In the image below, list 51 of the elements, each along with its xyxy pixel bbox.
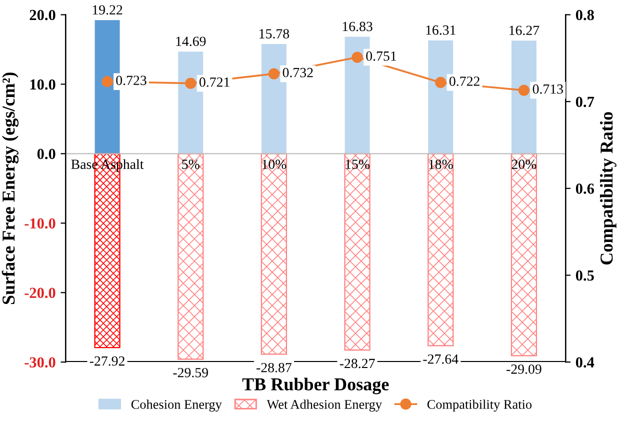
data-label: 16.31: [426, 25, 456, 35]
point: [435, 76, 446, 88]
point: [102, 76, 113, 88]
data-label: -29.09: [506, 364, 542, 374]
bar: [428, 153, 454, 346]
data-label: 16.27: [510, 26, 540, 36]
y-tick-label: -30.0: [24, 357, 56, 368]
point: [268, 68, 280, 80]
y-tick-label: 20.0: [30, 10, 56, 20]
y2-tick-label: 0.8: [576, 10, 594, 20]
bar: [510, 153, 538, 356]
x-tick-label: 18%: [429, 160, 453, 170]
data-label: 19.22: [92, 5, 122, 15]
data-label: 0.713: [532, 84, 563, 94]
y2-tick-label: 0.5: [576, 270, 594, 281]
data-label: 0.751: [366, 51, 396, 61]
data-label: -27.64: [423, 354, 458, 364]
data-label: 15.78: [260, 29, 290, 39]
data-label: 0.722: [449, 76, 480, 86]
x-tick-label: 20%: [512, 160, 536, 170]
x-tick-label: 15%: [346, 160, 370, 170]
legend-label: Compatibility Ratio: [427, 400, 532, 412]
data-label: 0.723: [116, 76, 146, 86]
data-label: 16.83: [342, 22, 372, 32]
y-axis-title: Surface Free Energy (egs/cm²): [2, 72, 19, 304]
y2-tick-label: 0.6: [576, 184, 594, 194]
y-tick-label: -10.0: [24, 218, 56, 229]
x-axis-title: TB Rubber Dosage: [242, 378, 389, 394]
data-label: -28.87: [256, 362, 292, 372]
legend-label: Wet Adhesion Energy: [266, 400, 382, 412]
data-label: -29.59: [173, 368, 208, 378]
bar: [344, 153, 370, 351]
point: [352, 52, 363, 63]
data-label: -28.27: [340, 358, 375, 368]
y2-axis-title: Compatibility Ratio: [600, 112, 616, 264]
y-tick-label: 10.0: [30, 79, 56, 90]
x-tick-label: 5%: [182, 160, 200, 170]
bar: [260, 153, 288, 355]
y-tick-label: 0.0: [37, 148, 56, 160]
data-label: 14.69: [176, 36, 206, 46]
point: [185, 78, 196, 89]
point: [518, 84, 530, 96]
y-tick-label: -20.0: [24, 288, 56, 298]
data-label: 0.721: [199, 77, 230, 87]
bar: [178, 153, 204, 360]
legend-label: Cohesion Energy: [131, 400, 222, 412]
data-label: 0.732: [282, 68, 313, 78]
data-label: -27.92: [90, 356, 124, 366]
x-tick-label: 10%: [262, 160, 286, 170]
y2-tick-label: 0.7: [576, 96, 594, 108]
y2-tick-label: 0.4: [576, 357, 594, 368]
